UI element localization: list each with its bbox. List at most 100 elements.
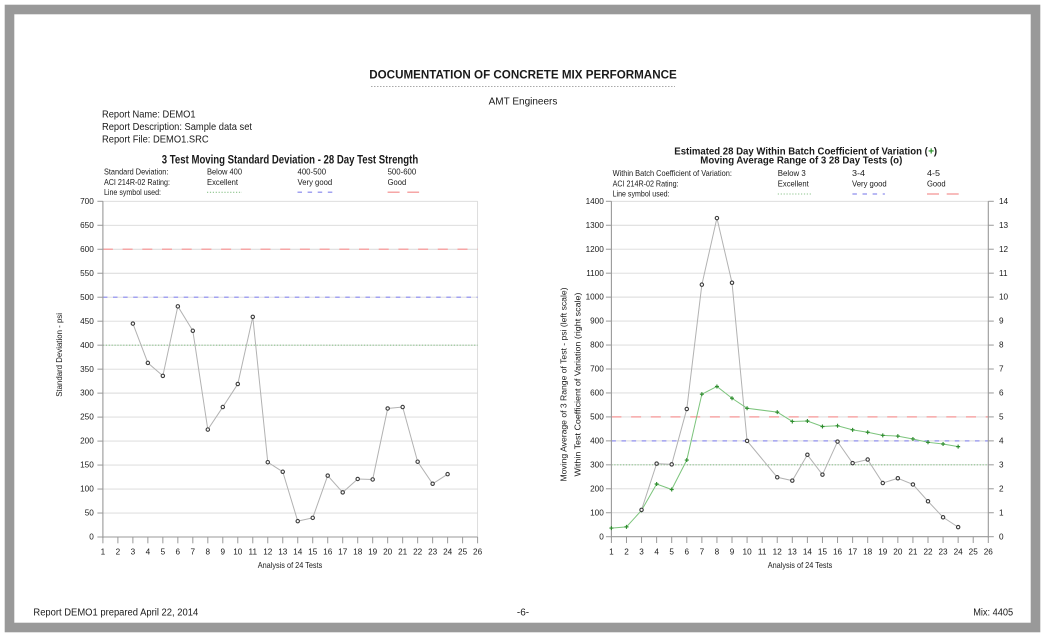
svg-text:150: 150 [80, 461, 94, 470]
svg-text:Line symbol used:: Line symbol used: [104, 187, 161, 197]
svg-text:3: 3 [999, 460, 1004, 469]
svg-text:300: 300 [80, 389, 94, 398]
svg-text:Excellent: Excellent [778, 178, 810, 188]
svg-text:Within Batch Coefficient of Va: Within Batch Coefficient of Variation: [613, 168, 732, 178]
svg-text:22: 22 [413, 547, 423, 556]
svg-text:600: 600 [80, 245, 94, 254]
svg-text:2: 2 [116, 547, 121, 556]
svg-text:6: 6 [684, 547, 689, 556]
svg-text:1400: 1400 [586, 197, 605, 206]
svg-text:8: 8 [715, 547, 720, 556]
svg-text:17: 17 [338, 547, 348, 556]
svg-text:ACI 214R-02 Rating:: ACI 214R-02 Rating: [613, 178, 679, 188]
svg-text:100: 100 [80, 485, 94, 494]
svg-text:1000: 1000 [586, 293, 605, 302]
svg-text:20: 20 [383, 547, 393, 556]
svg-text:11: 11 [999, 269, 1008, 278]
svg-text:21: 21 [398, 547, 408, 556]
svg-text:13: 13 [278, 547, 288, 556]
svg-text:17: 17 [848, 547, 858, 556]
svg-text:16: 16 [833, 547, 843, 556]
svg-text:100: 100 [590, 508, 604, 517]
svg-text:6: 6 [176, 547, 181, 556]
svg-text:Mix: 4405: Mix: 4405 [973, 608, 1013, 619]
svg-text:1100: 1100 [586, 269, 604, 278]
svg-text:10: 10 [999, 293, 1009, 302]
svg-text:23: 23 [428, 547, 438, 556]
svg-text:18: 18 [353, 547, 363, 556]
svg-text:20: 20 [893, 547, 903, 556]
svg-text:12: 12 [263, 547, 273, 556]
svg-text:250: 250 [80, 413, 94, 422]
svg-text:10: 10 [743, 547, 753, 556]
svg-text:Very good: Very good [298, 177, 333, 187]
svg-text:18: 18 [863, 547, 873, 556]
svg-text:3: 3 [131, 547, 136, 556]
svg-text:200: 200 [80, 437, 94, 446]
svg-text:24: 24 [443, 547, 453, 556]
svg-text:2: 2 [999, 484, 1004, 493]
svg-text:11: 11 [758, 547, 767, 556]
svg-text:450: 450 [80, 317, 94, 326]
svg-text:-6-: -6- [517, 608, 529, 619]
svg-text:Within Test Coefficient of Var: Within Test Coefficient of Variation (ri… [574, 292, 583, 476]
svg-text:8: 8 [999, 341, 1004, 350]
svg-text:AMT Engineers: AMT Engineers [489, 96, 558, 107]
svg-text:Excellent: Excellent [207, 177, 239, 187]
svg-text:7: 7 [700, 547, 705, 556]
svg-text:25: 25 [969, 547, 979, 556]
svg-text:Standard Deviation - psi: Standard Deviation - psi [55, 313, 64, 397]
svg-text:1200: 1200 [586, 245, 605, 254]
svg-text:11: 11 [249, 547, 258, 556]
svg-text:4: 4 [999, 436, 1004, 445]
svg-text:550: 550 [80, 269, 94, 278]
svg-text:Estimated 28 Day Within Batch: Estimated 28 Day Within Batch Coefficien… [674, 146, 928, 157]
svg-text:800: 800 [590, 341, 604, 350]
svg-text:Report File: DEMO1.SRC: Report File: DEMO1.SRC [102, 135, 209, 146]
svg-text:24: 24 [954, 547, 964, 556]
svg-text:22: 22 [923, 547, 933, 556]
svg-text:14: 14 [293, 547, 303, 556]
svg-text:19: 19 [368, 547, 378, 556]
svg-text:500: 500 [590, 413, 604, 422]
svg-text:500: 500 [80, 293, 94, 302]
svg-text:Line symbol used:: Line symbol used: [613, 189, 670, 199]
svg-text:Report Description: Sample dat: Report Description: Sample data set [102, 122, 252, 133]
svg-text:6: 6 [999, 389, 1004, 398]
svg-text:Very good: Very good [852, 178, 887, 188]
svg-text:1: 1 [101, 547, 106, 556]
svg-text:400: 400 [80, 341, 94, 350]
svg-text:19: 19 [878, 547, 888, 556]
svg-text:Report DEMO1 prepared April 22: Report DEMO1 prepared April 22, 2014 [33, 608, 198, 619]
svg-text:16: 16 [323, 547, 333, 556]
svg-text:650: 650 [80, 221, 94, 230]
svg-text:DOCUMENTATION OF CONCRETE MIX: DOCUMENTATION OF CONCRETE MIX PERFORMANC… [369, 68, 677, 82]
svg-text:Below 3: Below 3 [778, 168, 806, 178]
svg-text:26: 26 [984, 547, 994, 556]
svg-text:0: 0 [999, 532, 1004, 541]
svg-text:Moving Average of 3 Range of T: Moving Average of 3 Range of Test - psi … [559, 287, 568, 481]
svg-text:12: 12 [773, 547, 783, 556]
svg-text:+: + [928, 146, 934, 157]
svg-text:21: 21 [908, 547, 918, 556]
svg-text:13: 13 [999, 221, 1009, 230]
svg-text:4-5: 4-5 [927, 168, 940, 178]
svg-text:26: 26 [473, 547, 483, 556]
svg-text:25: 25 [458, 547, 468, 556]
svg-text:4: 4 [654, 547, 659, 556]
svg-text:50: 50 [85, 509, 95, 518]
svg-text:1: 1 [999, 508, 1004, 517]
svg-text:8: 8 [206, 547, 211, 556]
svg-text:900: 900 [590, 317, 604, 326]
svg-text:5: 5 [999, 413, 1004, 422]
svg-text:15: 15 [308, 547, 318, 556]
svg-text:4: 4 [146, 547, 151, 556]
svg-text:700: 700 [590, 365, 604, 374]
svg-text:3: 3 [639, 547, 644, 556]
svg-text:9: 9 [999, 317, 1004, 326]
svg-text:7: 7 [191, 547, 196, 556]
svg-text:350: 350 [80, 365, 94, 374]
svg-text:300: 300 [590, 460, 604, 469]
svg-text:9: 9 [221, 547, 226, 556]
svg-text:12: 12 [999, 245, 1009, 254]
